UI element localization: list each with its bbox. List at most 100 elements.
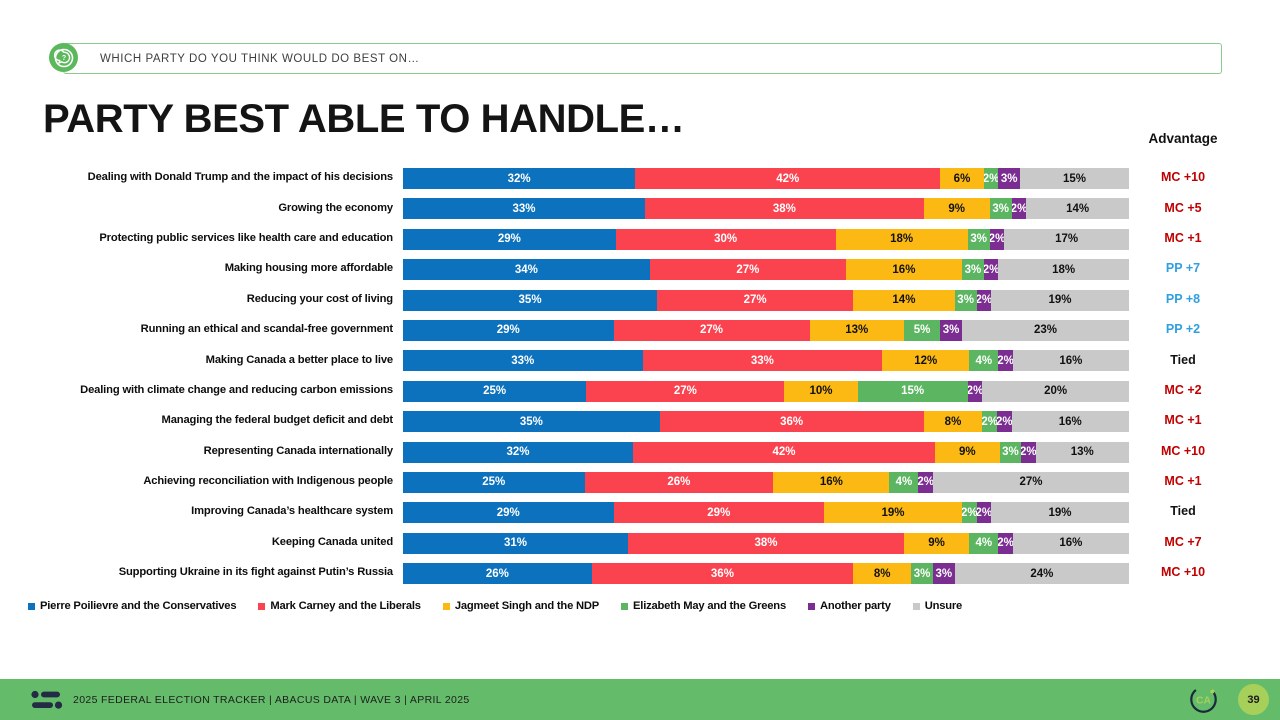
chart-row-label: Growing the economy <box>278 201 393 214</box>
chart-row-label: Dealing with Donald Trump and the impact… <box>87 171 394 184</box>
legend-swatch-icon <box>621 602 629 610</box>
chart-row-label: Protecting public services like health c… <box>99 231 393 244</box>
legend-label: Pierre Poilievre and the Conservatives <box>40 600 237 612</box>
legend-swatch-icon <box>258 602 266 610</box>
segment-conservatives: 29% <box>403 228 616 250</box>
legend-item[interactable]: Elizabeth May and the Greens <box>621 600 786 612</box>
advantage-value: PP +8 <box>1165 291 1201 306</box>
chart-row-bar: 26% 36% 8% 3% 3% 24% <box>403 563 1129 585</box>
abacus-data-logo <box>31 690 63 709</box>
segment-greens: 3% <box>999 441 1022 463</box>
svg-text:?: ? <box>61 55 65 62</box>
segment-another-party: 2% <box>998 532 1013 554</box>
segment-ndp: 9% <box>903 532 970 554</box>
advantage-value: MC +10 <box>1160 443 1206 458</box>
segment-conservatives: 25% <box>403 471 585 493</box>
advantage-value: MC +1 <box>1164 474 1202 489</box>
segment-liberals: 36% <box>659 411 924 433</box>
chart-legend: Pierre Poilievre and the Conservatives Ma… <box>28 600 1228 612</box>
legend-item[interactable]: Another party <box>807 600 891 612</box>
segment-ndp: 13% <box>809 319 904 341</box>
question-bubble-icon: ? <box>49 43 78 72</box>
segment-ndp: 6% <box>940 168 984 189</box>
question-banner: WHICH PARTY DO YOU THINK WOULD DO BEST O… <box>63 43 1222 74</box>
page-title: PARTY BEST ABLE TO HANDLE… <box>43 97 685 141</box>
chart-row: Improving Canada’s healthcare system 29% 2… <box>0 496 1280 526</box>
chart-row-bar: 25%26%16%4%2%27% <box>403 471 1129 493</box>
chart-row-bar: 33%33%12%4%2%16% <box>403 350 1129 372</box>
legend-label: Another party <box>819 600 891 612</box>
legend-label: Mark Carney and the Liberals <box>270 600 421 612</box>
segment-greens: 4% <box>969 532 999 554</box>
segment-ndp: 8% <box>923 411 983 433</box>
segment-liberals: 33% <box>642 350 883 372</box>
segment-greens: 5% <box>903 319 941 341</box>
chart-row: Representing Canada internationally 32% 42… <box>0 436 1280 466</box>
segment-unsure: 15% <box>1020 168 1129 189</box>
legend-swatch-icon <box>912 602 920 610</box>
legend-item[interactable]: Unsure <box>912 600 962 612</box>
advantage-value: PP +2 <box>1165 322 1201 337</box>
chart-row-label: Reducing your cost of living <box>246 292 393 305</box>
segment-unsure: 13% <box>1035 441 1129 463</box>
segment-ndp: 10% <box>784 380 858 402</box>
chart-row: Reducing your cost of living 35% 27% 14% 3% 2… <box>0 284 1280 314</box>
segment-greens: 2% <box>983 168 999 189</box>
segment-unsure: 20% <box>982 380 1129 402</box>
chart-row: Supporting Ukraine in its fight against … <box>0 557 1280 587</box>
segment-conservatives: 33% <box>403 198 645 220</box>
segment-conservatives: 29% <box>403 502 614 524</box>
footer-text: 2025 FEDERAL ELECTION TRACKER | ABACUS D… <box>73 693 470 706</box>
chart-row: Making Canada a better place to live 33% 3… <box>0 344 1280 374</box>
segment-liberals: 26% <box>584 471 774 493</box>
advantage-value: MC +5 <box>1164 200 1202 215</box>
segment-ndp: 14% <box>853 289 955 311</box>
chart-row: Achieving reconciliation with Indigenous… <box>0 466 1280 496</box>
segment-unsure: 14% <box>1026 198 1129 220</box>
question-banner-text: WHICH PARTY DO YOU THINK WOULD DO BEST O… <box>100 52 420 65</box>
legend-item[interactable]: Jagmeet Singh and the NDP <box>442 600 599 612</box>
segment-ndp: 19% <box>824 502 962 524</box>
legend-item[interactable]: Mark Carney and the Liberals <box>258 600 421 612</box>
legend-item[interactable]: Pierre Poilievre and the Conservatives <box>28 600 237 612</box>
chart-row-bar: 29% 30% 18% 3% 2% 17% <box>403 228 1129 250</box>
advantage-value: MC +2 <box>1164 382 1202 397</box>
segment-ndp: 9% <box>923 198 990 220</box>
segment-greens: 3% <box>962 259 984 281</box>
chart-row-label: Keeping Canada united <box>271 535 393 548</box>
segment-another-party: 2% <box>976 502 992 524</box>
segment-another-party: 2% <box>996 411 1012 433</box>
segment-liberals: 38% <box>645 198 924 220</box>
segment-ndp: 18% <box>835 228 968 250</box>
segment-another-party: 3% <box>940 319 962 341</box>
segment-liberals: 36% <box>591 563 854 585</box>
segment-liberals: 42% <box>635 168 941 189</box>
segment-another-party: 2% <box>1021 441 1036 463</box>
segment-ndp: 16% <box>845 259 962 281</box>
segment-another-party: 3% <box>932 563 955 585</box>
chart-row: Growing the economy 33% 38% 9% 3% 2% 14% MC +5 <box>0 192 1280 222</box>
segment-unsure: 23% <box>961 319 1129 341</box>
segment-another-party: 2% <box>918 471 933 493</box>
segment-conservatives: 32% <box>403 441 634 463</box>
segment-liberals: 29% <box>613 502 825 524</box>
footer-bar: 2025 FEDERAL ELECTION TRACKER | ABACUS D… <box>0 679 1280 720</box>
segment-conservatives: 26% <box>403 563 592 585</box>
segment-conservatives: 31% <box>403 532 629 554</box>
chart-row-bar: 25% 27% 10% 15% 2% 20% <box>403 380 1129 402</box>
chart-row-bar: 34%27%16%3%2%18% <box>403 259 1129 281</box>
advantage-value: MC +7 <box>1164 534 1202 549</box>
segment-another-party: 2% <box>989 228 1005 250</box>
ca-circle-logo: CA <box>1190 686 1217 713</box>
segment-greens: 3% <box>911 563 933 585</box>
chart-row: Protecting public services like health c… <box>0 223 1280 253</box>
chart-row-bar: 33% 38% 9% 3% 2% 14% <box>403 198 1129 220</box>
segment-another-party: 2% <box>1011 198 1027 220</box>
segment-liberals: 42% <box>633 441 935 463</box>
advantage-value: MC +1 <box>1164 230 1202 245</box>
advantage-column-header: Advantage <box>1148 131 1218 146</box>
stacked-bar-chart: Dealing with Donald Trump and the impact… <box>0 162 1280 587</box>
svg-text:CA: CA <box>1196 695 1211 706</box>
segment-another-party: 2% <box>983 259 999 281</box>
